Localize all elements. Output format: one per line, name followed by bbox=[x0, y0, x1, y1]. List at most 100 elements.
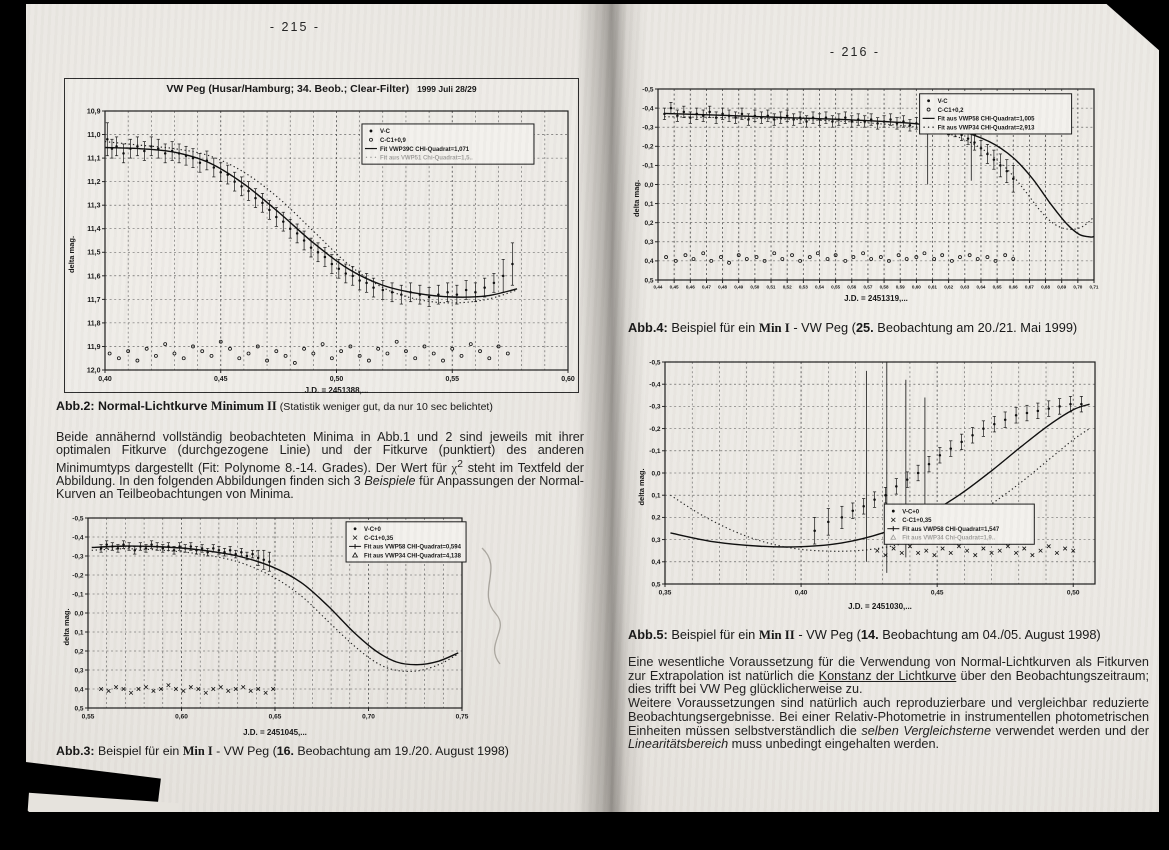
body-paragraph-left: Beide annähernd vollständig beobachteten… bbox=[56, 430, 584, 502]
svg-text:0,35: 0,35 bbox=[659, 590, 672, 597]
svg-text:0,64: 0,64 bbox=[976, 285, 985, 290]
svg-text:0,50: 0,50 bbox=[330, 376, 344, 383]
svg-text:Fit aus VWP58 CHI-Quadrat=0,59: Fit aus VWP58 CHI-Quadrat=0,594 bbox=[364, 545, 462, 551]
svg-text:0,2: 0,2 bbox=[644, 220, 653, 227]
svg-text:J.D. = 2451030,...: J.D. = 2451030,... bbox=[848, 602, 912, 611]
svg-text:0,5: 0,5 bbox=[644, 277, 653, 284]
svg-text:C-C1+0,9: C-C1+0,9 bbox=[380, 138, 407, 144]
svg-text:11,1: 11,1 bbox=[87, 156, 100, 163]
scan-edge-bottom bbox=[0, 812, 1169, 850]
svg-text:11,5: 11,5 bbox=[87, 250, 100, 257]
svg-text:0,53: 0,53 bbox=[799, 285, 808, 290]
svg-text:0,70: 0,70 bbox=[362, 714, 375, 721]
svg-text:0,50: 0,50 bbox=[750, 285, 759, 290]
svg-text:-0,5: -0,5 bbox=[642, 86, 654, 93]
svg-text:-0,1: -0,1 bbox=[72, 591, 84, 598]
svg-text:V-C: V-C bbox=[380, 129, 391, 135]
page-216: - 216 - -0,5 -0,4 -0,3 -0,2 -0,1 0,0 0,1 0,2 0,3… bbox=[612, 4, 1159, 812]
svg-text:0,45: 0,45 bbox=[931, 590, 944, 597]
chart-title: VW Peg (Husar/Hamburg; 34. Beob.; Clear-… bbox=[166, 83, 477, 95]
svg-text:delta mag.: delta mag. bbox=[62, 608, 71, 645]
svg-text:0,63: 0,63 bbox=[960, 285, 969, 290]
svg-text:0,4: 0,4 bbox=[644, 258, 653, 265]
chart-abb3-min1: -0,5 -0,4 -0,3 -0,2 -0,1 0,0 0,1 0,2 0,3 0,4 0,5 0,… bbox=[60, 512, 470, 738]
chart-canvas: -0,5-0,4-0,3-0,2-0,10,00,10,20,30,40,50,… bbox=[632, 86, 1099, 303]
svg-text:0,0: 0,0 bbox=[74, 610, 83, 617]
svg-text:0,2: 0,2 bbox=[74, 648, 83, 655]
svg-text:0,3: 0,3 bbox=[644, 239, 653, 246]
svg-text:Fit VWP39C CHI-Quadrat=1,071: Fit VWP39C CHI-Quadrat=1,071 bbox=[380, 147, 470, 153]
svg-text:0,58: 0,58 bbox=[880, 285, 889, 290]
pen-mark bbox=[481, 547, 501, 665]
svg-text:0,54: 0,54 bbox=[815, 285, 824, 290]
svg-text:-0,4: -0,4 bbox=[649, 381, 661, 388]
caption-abb3: Abb.3: Beispiel für ein Min I - VW Peg (… bbox=[56, 744, 509, 758]
chart-canvas: 10,9 11,0 11,1 11,2 11,3 11,4 11,5 11,6 11,7 11,8… bbox=[67, 108, 575, 395]
svg-text:0,5: 0,5 bbox=[651, 581, 660, 588]
svg-text:-0,3: -0,3 bbox=[649, 404, 661, 411]
svg-text:0,65: 0,65 bbox=[993, 285, 1002, 290]
chart-abb4-min1: -0,5 -0,4 -0,3 -0,2 -0,1 0,0 0,1 0,2 0,3 0,4 0,5 0,… bbox=[630, 84, 1100, 304]
svg-text:0,1: 0,1 bbox=[651, 492, 660, 499]
svg-text:0,49: 0,49 bbox=[734, 285, 743, 290]
svg-text:J.D. = 2451388,...: J.D. = 2451388,... bbox=[305, 386, 369, 395]
svg-text:0,1: 0,1 bbox=[644, 201, 653, 208]
svg-text:11,7: 11,7 bbox=[87, 297, 100, 304]
svg-text:Fit aus VWP34 CHI-Quadrat=2,: Fit aus VWP34 CHI-Quadrat=2,913 bbox=[938, 125, 1036, 131]
svg-text:-0,1: -0,1 bbox=[642, 163, 654, 170]
svg-text:0,66: 0,66 bbox=[1009, 285, 1018, 290]
page-215: - 215 - VW Peg (Husar/Hamburg; 34. Beob.… bbox=[26, 4, 612, 812]
page-number-left: - 215 - bbox=[269, 20, 321, 34]
svg-text:-0,3: -0,3 bbox=[642, 124, 654, 131]
svg-text:0,3: 0,3 bbox=[74, 667, 83, 674]
svg-text:Fit aus VWP58 CHI-Quadrat=1,: Fit aus VWP58 CHI-Quadrat=1,005 bbox=[938, 117, 1036, 123]
svg-text:0,4: 0,4 bbox=[74, 686, 83, 693]
svg-text:10,9: 10,9 bbox=[87, 108, 101, 115]
svg-text:0,55: 0,55 bbox=[831, 285, 840, 290]
svg-text:12,0: 12,0 bbox=[87, 367, 101, 374]
svg-text:0,50: 0,50 bbox=[1067, 590, 1080, 597]
svg-text:-0,4: -0,4 bbox=[642, 105, 654, 112]
svg-text:J.D. = 2451319,...: J.D. = 2451319,... bbox=[844, 294, 908, 303]
scan-edge-left bbox=[0, 0, 26, 850]
svg-text:0,62: 0,62 bbox=[944, 285, 953, 290]
svg-text:0,48: 0,48 bbox=[718, 285, 727, 290]
svg-text:0,40: 0,40 bbox=[98, 376, 112, 383]
svg-text:0,57: 0,57 bbox=[863, 285, 872, 290]
svg-text:Fit aus VWP58 CHI-Quadrat=1,: Fit aus VWP58 CHI-Quadrat=1,547 bbox=[902, 527, 1000, 533]
svg-text:0,61: 0,61 bbox=[928, 285, 937, 290]
svg-text:0,56: 0,56 bbox=[847, 285, 856, 290]
svg-text:-0,4: -0,4 bbox=[72, 534, 84, 541]
svg-text:-0,1: -0,1 bbox=[649, 448, 661, 455]
svg-text:0,0: 0,0 bbox=[644, 182, 653, 189]
svg-text:0,40: 0,40 bbox=[795, 590, 808, 597]
scan-edge-top bbox=[0, 0, 1169, 4]
svg-text:Fit aus VWP34 CHI-Quadrat=4,13: Fit aus VWP34 CHI-Quadrat=4,138 bbox=[364, 553, 462, 559]
svg-text:0,52: 0,52 bbox=[783, 285, 792, 290]
chart-canvas: -0,5-0,4-0,3-0,2-0,10,00,10,20,30,40,50,… bbox=[62, 515, 469, 737]
svg-text:0,69: 0,69 bbox=[1057, 285, 1066, 290]
svg-text:0,67: 0,67 bbox=[1025, 285, 1034, 290]
svg-text:11,0: 11,0 bbox=[87, 132, 100, 139]
svg-text:0,2: 0,2 bbox=[651, 515, 660, 522]
svg-text:J.D. = 2451045,...: J.D. = 2451045,... bbox=[243, 728, 307, 737]
svg-text:-0,2: -0,2 bbox=[642, 144, 654, 151]
svg-text:-0,3: -0,3 bbox=[72, 553, 84, 560]
svg-text:0,5: 0,5 bbox=[74, 705, 83, 712]
svg-text:-0,2: -0,2 bbox=[72, 572, 84, 579]
svg-text:0,51: 0,51 bbox=[767, 285, 776, 290]
svg-text:0,75: 0,75 bbox=[456, 714, 469, 721]
svg-text:0,47: 0,47 bbox=[702, 285, 711, 290]
svg-text:0,68: 0,68 bbox=[1041, 285, 1050, 290]
svg-text:V-C: V-C bbox=[938, 99, 949, 105]
svg-text:11,4: 11,4 bbox=[87, 226, 100, 233]
chart-abb2-normal-lichtkurve: VW Peg (Husar/Hamburg; 34. Beob.; Clear-… bbox=[64, 78, 579, 395]
chart-abb5-min2: -0,5 -0,4 -0,3 -0,2 -0,1 0,0 0,1 0,2 0,3 0,4 0,5 0,… bbox=[635, 356, 1103, 612]
page-number-right: - 216 - bbox=[829, 45, 881, 59]
svg-text:-0,2: -0,2 bbox=[649, 426, 661, 433]
svg-text:delta mag.: delta mag. bbox=[67, 236, 76, 273]
svg-text:V-C+0: V-C+0 bbox=[364, 527, 382, 533]
caption-abb2: Abb.2: Normal-Lichtkurve Minimum II (Sta… bbox=[56, 399, 493, 413]
svg-text:0,44: 0,44 bbox=[654, 285, 663, 290]
